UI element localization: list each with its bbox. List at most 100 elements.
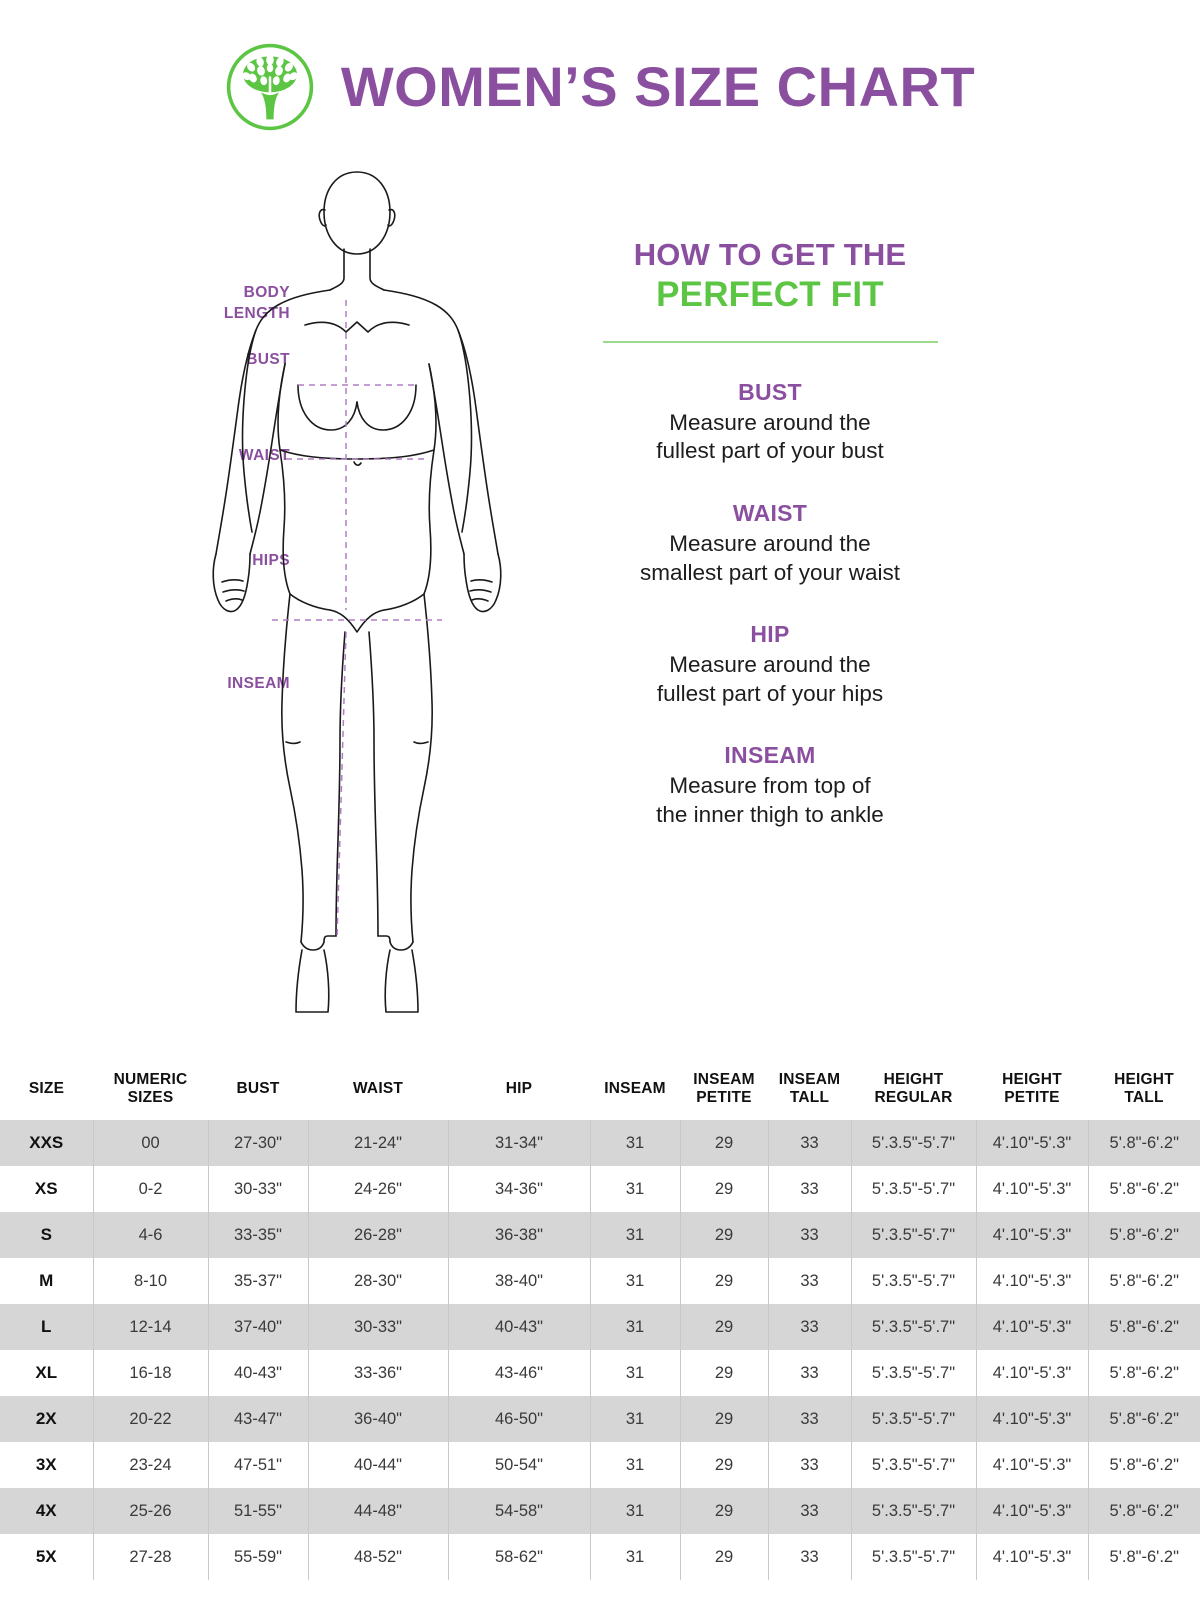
table-cell: 5'.8"-6'.2" (1087, 1442, 1200, 1488)
size-label-cell: S (0, 1212, 93, 1258)
body-label-body-length-line2: LENGTH (223, 304, 290, 322)
table-cell: 33 (767, 1488, 851, 1534)
table-cell: 5'.3.5"-5'.7" (850, 1442, 976, 1488)
table-cell: 29 (679, 1258, 768, 1304)
column-header-bust: BUST (208, 1058, 308, 1120)
perfect-fit-heading-line2: PERFECT FIT (656, 274, 884, 314)
table-cell: 31 (589, 1120, 680, 1166)
table-row: L 12-14 37-40" 30-33" 40-43" 31 29 33 5'.3.5"-5'… (0, 1304, 1200, 1350)
table-cell: 4'.10"-5'.3" (975, 1304, 1088, 1350)
table-cell: 48-52" (307, 1534, 448, 1580)
page-header: WOMEN’S SIZE CHART (0, 28, 1200, 146)
table-cell: 23-24 (92, 1442, 208, 1488)
table-cell: 4'.10"-5'.3" (975, 1534, 1088, 1580)
table-cell: 31-34" (447, 1120, 590, 1166)
fit-desc-waist-line2: smallest part of your waist (639, 559, 901, 585)
size-label-cell: 5X (0, 1534, 93, 1580)
table-row: 2X 20-22 43-47" 36-40" 46-50" 31 29 33 5'.3.5"-5… (0, 1396, 1200, 1442)
fit-term-bust: BUST (738, 378, 802, 405)
section-divider (602, 340, 938, 343)
column-header-hip: HIP (448, 1058, 590, 1120)
column-header-height-regular: HEIGHT REGULAR (851, 1058, 976, 1120)
fit-desc-waist-line1: Measure around the (669, 531, 871, 557)
table-row: XS 0-2 30-33" 24-26" 34-36" 31 29 33 5'.3.5"-5'.… (0, 1166, 1200, 1212)
fit-desc-hip-line1: Measure around the (669, 652, 871, 678)
size-table: SIZE NUMERIC SIZES BUST WAIST HIP INSEAM INSEAM… (0, 1058, 1200, 1580)
table-cell: 12-14 (92, 1304, 208, 1350)
size-table-container: SIZE NUMERIC SIZES BUST WAIST HIP INSEAM INSEAM… (0, 1058, 1200, 1580)
table-cell: 5'.3.5"-5'.7" (850, 1212, 976, 1258)
body-diagram: BODY LENGTH BUST WAIST HIPS INSEAM (150, 150, 570, 1040)
size-table-body: XXS 00 27-30" 21-24" 31-34" 31 29 33 5'.3.5"-5'.… (0, 1120, 1200, 1580)
size-label-cell: XL (0, 1350, 93, 1396)
body-label-body-length: BODY LENGTH (150, 283, 290, 325)
table-cell: 37-40" (207, 1304, 308, 1350)
table-cell: 31 (589, 1212, 680, 1258)
table-row: 4X 25-26 51-55" 44-48" 54-58" 31 29 33 5'.3.5"-5… (0, 1488, 1200, 1534)
perfect-fit-heading-line1: HOW TO GET THE (633, 237, 907, 272)
column-header-inseam: INSEAM (590, 1058, 680, 1120)
table-cell: 29 (679, 1212, 768, 1258)
table-cell: 33 (767, 1258, 851, 1304)
table-cell: 44-48" (307, 1488, 448, 1534)
table-cell: 33 (767, 1120, 851, 1166)
table-cell: 33 (767, 1350, 851, 1396)
fit-block-inseam: INSEAM Measure from top of the inner thi… (580, 742, 960, 829)
table-cell: 21-24" (307, 1120, 448, 1166)
table-cell: 5'.8"-6'.2" (1087, 1212, 1200, 1258)
table-cell: 31 (589, 1442, 680, 1488)
table-cell: 0-2 (92, 1166, 208, 1212)
table-cell: 33-36" (307, 1350, 448, 1396)
fit-desc-bust-line1: Measure around the (669, 409, 871, 435)
table-cell: 38-40" (447, 1258, 590, 1304)
table-cell: 5'.3.5"-5'.7" (850, 1350, 976, 1396)
table-cell: 5'.3.5"-5'.7" (850, 1258, 976, 1304)
body-label-hips: HIPS (252, 552, 290, 569)
table-cell: 30-33" (207, 1166, 308, 1212)
table-cell: 00 (92, 1120, 208, 1166)
column-header-inseam-petite: INSEAM PETITE (680, 1058, 768, 1120)
table-cell: 29 (679, 1442, 768, 1488)
table-cell: 51-55" (207, 1488, 308, 1534)
size-label-cell: 4X (0, 1488, 93, 1534)
female-croquis-illustration (212, 171, 502, 1013)
table-cell: 29 (679, 1534, 768, 1580)
table-cell: 4'.10"-5'.3" (975, 1166, 1088, 1212)
fit-term-inseam: INSEAM (724, 742, 816, 769)
table-cell: 33-35" (207, 1212, 308, 1258)
table-cell: 40-43" (447, 1304, 590, 1350)
table-cell: 27-28 (92, 1534, 208, 1580)
fit-term-waist: WAIST (732, 500, 808, 527)
column-header-waist: WAIST (308, 1058, 448, 1120)
table-cell: 5'.8"-6'.2" (1087, 1396, 1200, 1442)
table-cell: 4'.10"-5'.3" (975, 1212, 1088, 1258)
table-cell: 31 (589, 1166, 680, 1212)
table-row: M 8-10 35-37" 28-30" 38-40" 31 29 33 5'.3.5"-5'.… (0, 1258, 1200, 1304)
table-cell: 36-40" (307, 1396, 448, 1442)
table-cell: 29 (679, 1120, 768, 1166)
table-cell: 31 (589, 1350, 680, 1396)
table-cell: 27-30" (207, 1120, 308, 1166)
table-cell: 33 (767, 1442, 851, 1488)
table-cell: 47-51" (207, 1442, 308, 1488)
table-cell: 5'.8"-6'.2" (1087, 1534, 1200, 1580)
table-cell: 29 (679, 1166, 768, 1212)
table-cell: 35-37" (207, 1258, 308, 1304)
table-cell: 5'.8"-6'.2" (1087, 1258, 1200, 1304)
column-header-size: SIZE (0, 1058, 93, 1120)
table-cell: 50-54" (447, 1442, 590, 1488)
table-row: XXS 00 27-30" 21-24" 31-34" 31 29 33 5'.3.5"-5'.… (0, 1120, 1200, 1166)
table-cell: 33 (767, 1166, 851, 1212)
table-cell: 4'.10"-5'.3" (975, 1120, 1088, 1166)
table-cell: 29 (679, 1396, 768, 1442)
table-cell: 5'.8"-6'.2" (1087, 1120, 1200, 1166)
table-cell: 5'.8"-6'.2" (1087, 1166, 1200, 1212)
tree-in-circle-logo-icon (225, 42, 315, 132)
size-label-cell: M (0, 1258, 93, 1304)
table-cell: 46-50" (447, 1396, 590, 1442)
body-label-bust: BUST (246, 351, 290, 368)
table-cell: 30-33" (307, 1304, 448, 1350)
table-cell: 16-18 (92, 1350, 208, 1396)
fit-block-bust: BUST Measure around the fullest part of … (580, 379, 960, 466)
fit-desc-hip-line2: fullest part of your hips (656, 680, 884, 706)
